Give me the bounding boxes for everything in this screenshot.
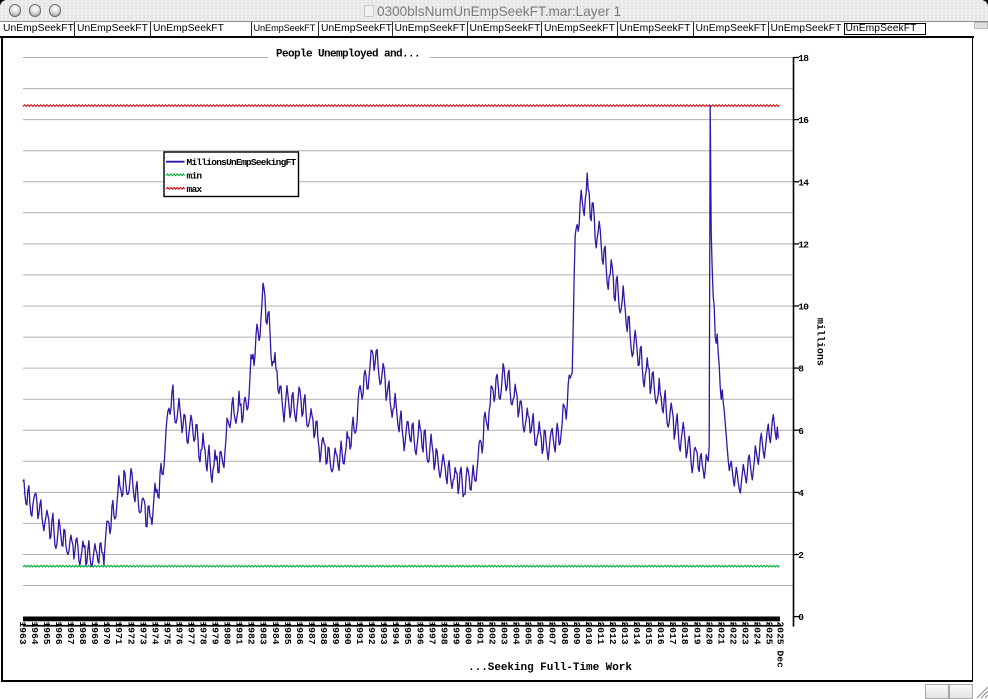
svg-text:2007: 2007	[547, 622, 558, 645]
svg-text:1985: 1985	[282, 622, 293, 645]
svg-text:1979: 1979	[210, 622, 221, 645]
svg-text:2025: 2025	[764, 622, 775, 645]
svg-text:2019: 2019	[691, 622, 702, 645]
svg-text:2018: 2018	[679, 622, 690, 645]
svg-text:2014: 2014	[631, 622, 642, 645]
svg-text:4: 4	[798, 488, 804, 499]
svg-text:1987: 1987	[306, 622, 317, 645]
svg-text:2015: 2015	[643, 622, 654, 645]
svg-text:2012: 2012	[607, 622, 618, 645]
svg-text:2011: 2011	[595, 622, 606, 645]
svg-text:1974: 1974	[149, 622, 160, 645]
svg-text:1999: 1999	[450, 622, 461, 645]
svg-text:2005: 2005	[523, 622, 534, 645]
svg-text:8: 8	[798, 364, 804, 375]
svg-text:16: 16	[798, 115, 809, 126]
svg-text:1976: 1976	[173, 622, 184, 645]
svg-text:1998: 1998	[438, 622, 449, 645]
svg-text:1997: 1997	[426, 622, 437, 645]
svg-text:1984: 1984	[270, 622, 281, 645]
svg-text:6: 6	[798, 426, 804, 437]
svg-text:1975: 1975	[161, 622, 172, 645]
svg-text:1986: 1986	[294, 622, 305, 645]
svg-text:2013: 2013	[619, 622, 630, 645]
svg-text:1995: 1995	[402, 622, 413, 645]
svg-text:1990: 1990	[342, 622, 353, 645]
svg-text:1973: 1973	[137, 622, 148, 645]
svg-text:1981: 1981	[234, 622, 245, 645]
svg-text:1964: 1964	[29, 622, 40, 645]
svg-text:1970: 1970	[101, 622, 112, 645]
svg-text:2024: 2024	[752, 622, 763, 645]
svg-text:1994: 1994	[390, 622, 401, 645]
svg-text:10: 10	[798, 302, 809, 313]
svg-text:2004: 2004	[511, 622, 522, 645]
svg-text:2016: 2016	[655, 622, 666, 645]
svg-text:1977: 1977	[186, 622, 197, 645]
svg-text:14: 14	[798, 177, 809, 188]
svg-text:1989: 1989	[330, 622, 341, 645]
svg-text:1965: 1965	[41, 622, 52, 645]
svg-text:2009: 2009	[571, 622, 582, 645]
svg-text:MillionsUnEmpSeekingFT: MillionsUnEmpSeekingFT	[187, 157, 297, 168]
svg-text:1980: 1980	[222, 622, 233, 645]
svg-text:1996: 1996	[414, 622, 425, 645]
svg-text:2000: 2000	[463, 622, 474, 645]
svg-text:1969: 1969	[89, 622, 100, 645]
svg-text:1991: 1991	[354, 622, 365, 645]
svg-text:1993: 1993	[378, 622, 389, 645]
svg-text:2022: 2022	[727, 622, 738, 645]
svg-text:1968: 1968	[77, 622, 88, 645]
svg-text:2002: 2002	[487, 622, 498, 645]
svg-text:millions: millions	[814, 318, 826, 366]
svg-text:1988: 1988	[318, 622, 329, 645]
svg-text:2: 2	[798, 550, 804, 561]
svg-text:min: min	[187, 170, 203, 181]
svg-text:2003: 2003	[499, 622, 510, 645]
svg-text:2020: 2020	[703, 622, 714, 645]
svg-text:1972: 1972	[125, 622, 136, 645]
svg-text:1966: 1966	[53, 622, 64, 645]
svg-text:max: max	[187, 184, 203, 195]
svg-text:2025 Dec: 2025 Dec	[775, 622, 786, 669]
svg-text:2010: 2010	[583, 622, 594, 645]
svg-text:2023: 2023	[739, 622, 750, 645]
svg-text:0: 0	[798, 612, 804, 623]
svg-text:2008: 2008	[559, 622, 570, 645]
svg-text:1967: 1967	[65, 622, 76, 645]
svg-text:...Seeking Full-Time Work: ...Seeking Full-Time Work	[468, 662, 632, 674]
svg-text:18: 18	[798, 53, 809, 64]
svg-text:12: 12	[798, 240, 809, 251]
svg-text:1992: 1992	[366, 622, 377, 645]
svg-text:1978: 1978	[198, 622, 209, 645]
svg-text:2017: 2017	[667, 622, 678, 645]
svg-text:2006: 2006	[535, 622, 546, 645]
svg-text:People Unemployed and...: People Unemployed and...	[276, 49, 420, 61]
svg-text:1971: 1971	[113, 622, 124, 645]
svg-text:2021: 2021	[715, 622, 726, 645]
svg-text:1982: 1982	[246, 622, 257, 645]
svg-text:1963: 1963	[17, 622, 28, 645]
svg-text:1983: 1983	[258, 622, 269, 645]
svg-text:2001: 2001	[475, 622, 486, 645]
